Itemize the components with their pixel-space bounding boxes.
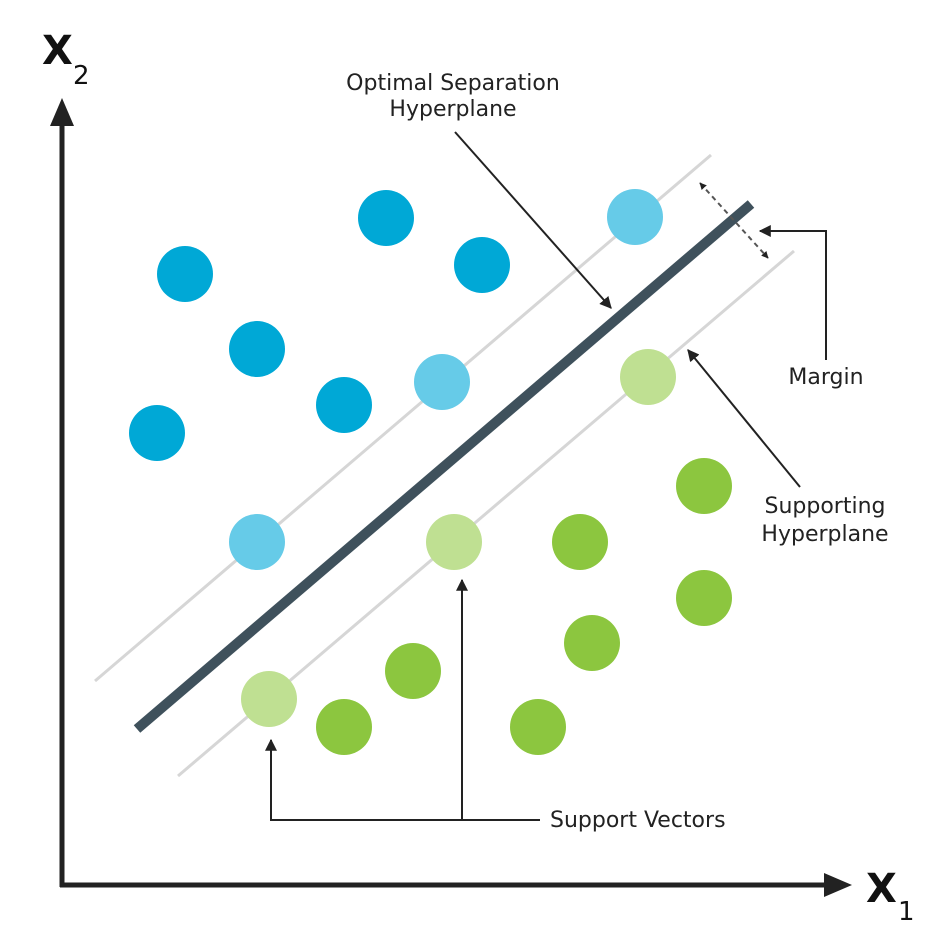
supporting-hyperplane-label-line2: Hyperplane	[761, 522, 888, 547]
class-b-support-vector	[620, 349, 676, 405]
class-b-point	[676, 458, 732, 514]
optimal-hyperplane-label-line1: Optimal Separation	[346, 71, 560, 96]
x-axis-subscript: 1	[898, 897, 915, 927]
supporting-hyperplane-label-line1: Supporting	[765, 494, 886, 519]
optimal-hyperplane-label-line2: Hyperplane	[389, 97, 516, 122]
y-axis-subscript: 2	[73, 61, 90, 91]
x-axis-label: X	[866, 866, 897, 912]
supporting-hyperplane-upper	[94, 153, 712, 683]
optimal-hyperplane	[133, 200, 755, 733]
margin-pointer	[758, 225, 827, 360]
class-a-point	[129, 405, 185, 461]
optimal-hyperplane-pointer	[454, 131, 612, 309]
class-b-point	[385, 643, 441, 699]
class-b-support-vector	[426, 514, 482, 570]
margin-dashed-arrow	[699, 182, 769, 259]
class-b-support-vector	[241, 671, 297, 727]
class-a-point	[229, 321, 285, 377]
class-a-support-vector	[414, 354, 470, 410]
class-b-point	[564, 615, 620, 671]
annotations: Optimal Separation Hyperplane Margin Sup…	[265, 71, 889, 833]
class-a-point	[454, 237, 510, 293]
class-b-point	[552, 514, 608, 570]
supporting-hyperplane-pointer	[687, 349, 801, 488]
margin-label: Margin	[788, 365, 863, 390]
y-axis-arrowhead	[50, 98, 74, 126]
class-a-points	[129, 189, 663, 570]
class-b-points	[241, 349, 732, 755]
support-vectors-pointer-left	[265, 738, 540, 821]
support-vectors-label: Support Vectors	[550, 808, 726, 833]
class-a-point	[358, 190, 414, 246]
class-b-point	[316, 699, 372, 755]
class-a-support-vector	[229, 514, 285, 570]
class-a-point	[157, 246, 213, 302]
y-axis-label: X	[42, 28, 73, 74]
class-a-support-vector	[607, 189, 663, 245]
x-axis-arrowhead	[824, 873, 852, 897]
class-b-point	[676, 570, 732, 626]
axes: X 2 X 1	[42, 28, 915, 927]
class-a-point	[316, 377, 372, 433]
class-b-point	[510, 699, 566, 755]
